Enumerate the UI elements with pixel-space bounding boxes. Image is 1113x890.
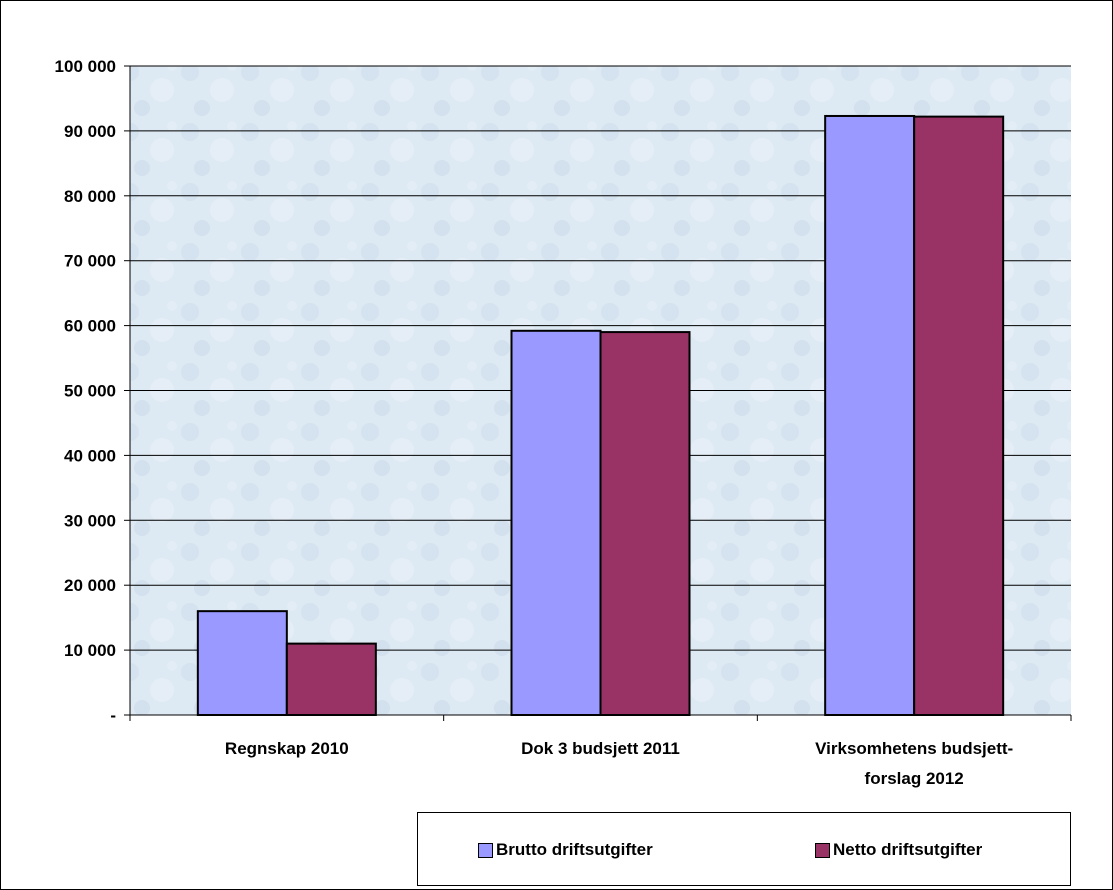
- legend-label-brutto: Brutto driftsutgifter: [496, 840, 653, 859]
- x-tick-labels: Regnskap 2010 Dok 3 budsjett 2011 Virksomh…: [225, 739, 1013, 788]
- legend: Brutto driftsutgifter Netto driftsutgift…: [417, 812, 1071, 886]
- y-tick-label: -: [110, 706, 116, 725]
- x-tick-label: forslag 2012: [865, 769, 964, 788]
- legend-swatch-netto: [815, 842, 830, 858]
- x-tick-label: Dok 3 budsjett 2011: [521, 739, 680, 758]
- bar-brutto: [196, 610, 288, 716]
- y-tick-label: 30 000: [64, 511, 116, 530]
- legend-item-brutto: Brutto driftsutgifter: [478, 840, 653, 860]
- bar-brutto: [824, 114, 916, 716]
- bar-brutto: [510, 329, 602, 716]
- legend-swatch-brutto: [478, 842, 493, 858]
- x-tick-label: Regnskap 2010: [225, 739, 349, 758]
- y-tick-label: 80 000: [64, 187, 116, 206]
- legend-label-netto: Netto driftsutgifter: [833, 840, 983, 859]
- y-tick-label: 100 000: [55, 57, 116, 76]
- y-tick-label: 10 000: [64, 641, 116, 660]
- y-tick-label: 60 000: [64, 317, 116, 336]
- bar-netto: [285, 642, 377, 716]
- y-tick-label: 20 000: [64, 576, 116, 595]
- x-tick-label: Virksomhetens budsjett-: [815, 739, 1013, 758]
- legend-item-netto: Netto driftsutgifter: [815, 840, 982, 860]
- y-tick-label: 70 000: [64, 252, 116, 271]
- bar-netto: [599, 331, 691, 716]
- bar-netto: [913, 115, 1005, 716]
- y-tick-label: 40 000: [64, 446, 116, 465]
- axes: [124, 65, 1072, 721]
- y-tick-labels: - 10 000 20 000 30 000 40 000 50 000 60 000 70 …: [55, 57, 116, 725]
- y-tick-label: 90 000: [64, 122, 116, 141]
- y-tick-label: 50 000: [64, 382, 116, 401]
